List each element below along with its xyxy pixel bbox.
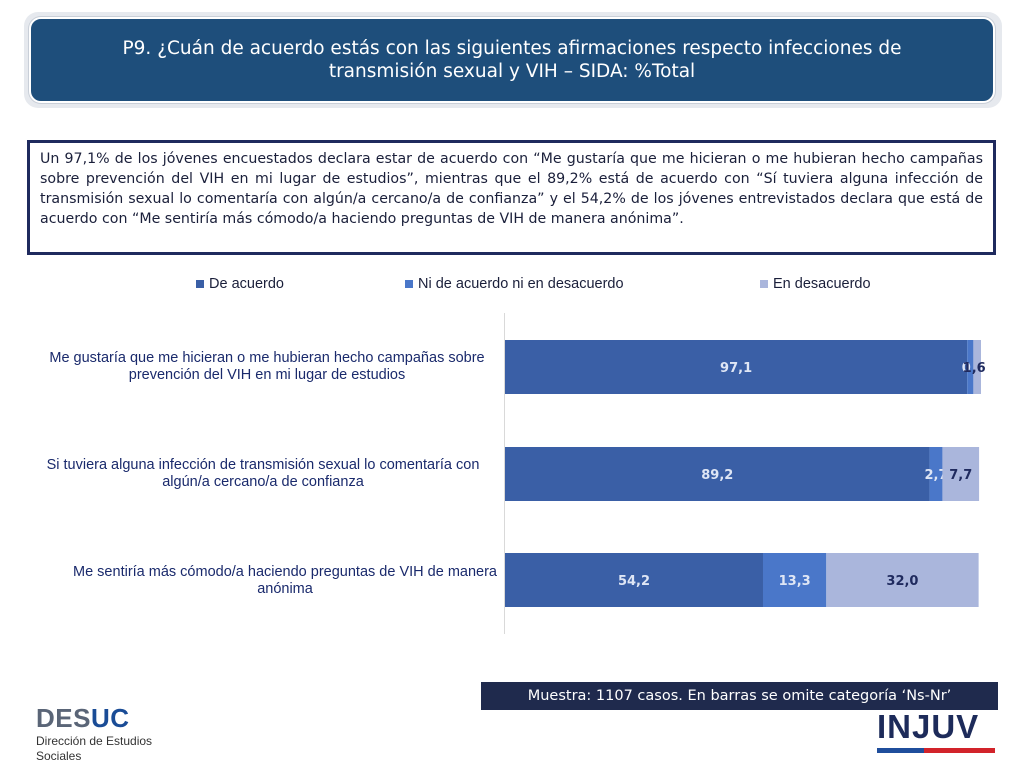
bar-desacuerdo-3 [826,553,979,607]
chart-legend: De acuerdo Ni de acuerdo ni en desacuerd… [0,276,1024,296]
bar-ni-ni-1 [967,340,974,394]
injuv-logo: INJUV [877,710,995,753]
desuc-subtitle-line2: Sociales [36,749,82,763]
category-label-2: Si tuviera alguna infección de transmisi… [46,457,480,490]
legend-label-de-acuerdo: De acuerdo [209,276,284,292]
legend-label-ni-ni: Ni de acuerdo ni en desacuerdo [418,276,624,292]
category-label-3: Me sentiría más cómodo/a haciendo pregun… [73,564,497,597]
injuv-bar-blue [877,748,925,753]
data-label-de-acuerdo-1: 97,1 [720,361,752,376]
legend-swatch-desacuerdo [760,280,768,288]
data-label-ni-ni-3: 13,3 [779,574,811,589]
bars-group: 97,1 01,6 89,2 2,7 7,7 54,2 13,3 32,0 [505,340,986,607]
bar-desacuerdo-1 [973,340,981,394]
bar-de-acuerdo-2 [505,447,930,501]
injuv-wordmark: INJUV [877,708,980,745]
summary-text: Un 97,1% de los jóvenes encuestados decl… [27,140,996,255]
data-label-de-acuerdo-3: 54,2 [618,574,650,589]
bar-de-acuerdo-1 [505,340,968,394]
injuv-flag-bars [877,748,995,753]
data-label-ni-ni-1: 0 [962,361,971,376]
desuc-wordmark-uc: UC [90,703,130,733]
legend-swatch-ni-ni [405,280,413,288]
injuv-bar-red [924,748,995,753]
data-label-ni-ni-2: 2,7 [925,468,948,483]
bar-ni-ni-2 [929,447,943,501]
data-label-desacuerdo-1: 1,6 [963,361,986,376]
bar-de-acuerdo-3 [505,553,763,607]
legend-item-desacuerdo: En desacuerdo [760,276,871,292]
bar-desacuerdo-2 [942,447,980,501]
desuc-subtitle-line1: Dirección de Estudios [36,734,153,748]
desuc-logo: DESUC Dirección de Estudios Sociales [36,704,152,764]
desuc-wordmark-des: DES [36,703,91,733]
sample-note: Muestra: 1107 casos. En barras se omite … [481,682,998,710]
category-label-1: Me gustaría que me hicieran o me hubiera… [49,350,485,383]
data-label-desacuerdo-3: 32,0 [886,574,918,589]
bar-ni-ni-3 [762,553,827,607]
legend-label-desacuerdo: En desacuerdo [773,276,871,292]
data-label-de-acuerdo-2: 89,2 [701,468,733,483]
slide-title: P9. ¿Cuán de acuerdo estás con las sigui… [29,17,995,103]
data-label-desacuerdo-2: 7,7 [949,468,972,483]
legend-swatch-de-acuerdo [196,280,204,288]
legend-item-de-acuerdo: De acuerdo [196,276,284,292]
legend-item-ni-ni: Ni de acuerdo ni en desacuerdo [405,276,624,292]
desuc-wordmark: DESUC [36,704,152,732]
